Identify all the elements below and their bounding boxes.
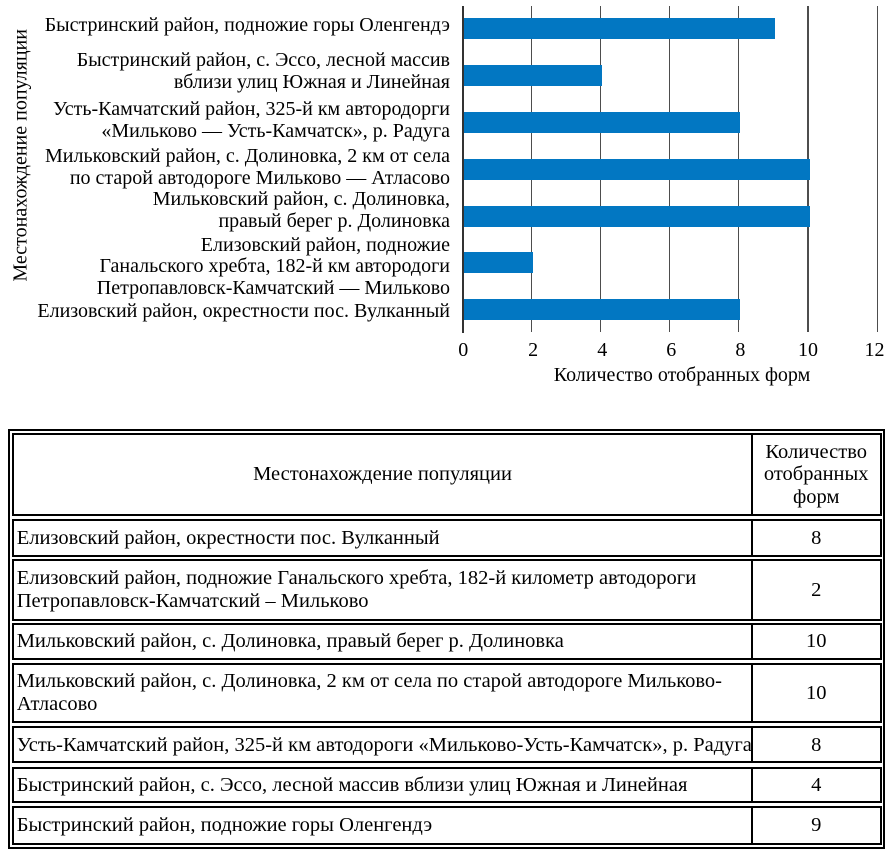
svg-text:Местонахождение популяции: Местонахождение популяции: [10, 29, 32, 282]
